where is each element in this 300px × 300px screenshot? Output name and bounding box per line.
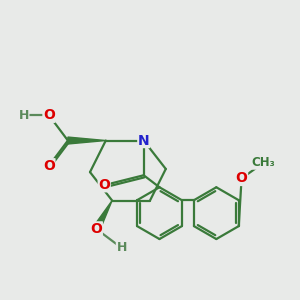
Text: O: O bbox=[98, 178, 110, 192]
Text: N: N bbox=[138, 134, 149, 148]
Text: CH₃: CH₃ bbox=[252, 156, 276, 169]
Text: H: H bbox=[116, 242, 127, 254]
Polygon shape bbox=[93, 200, 112, 231]
Text: O: O bbox=[43, 108, 55, 122]
Text: O: O bbox=[43, 159, 55, 173]
Polygon shape bbox=[68, 137, 106, 144]
Text: H: H bbox=[19, 109, 29, 122]
Text: O: O bbox=[90, 222, 102, 236]
Text: O: O bbox=[236, 171, 247, 185]
